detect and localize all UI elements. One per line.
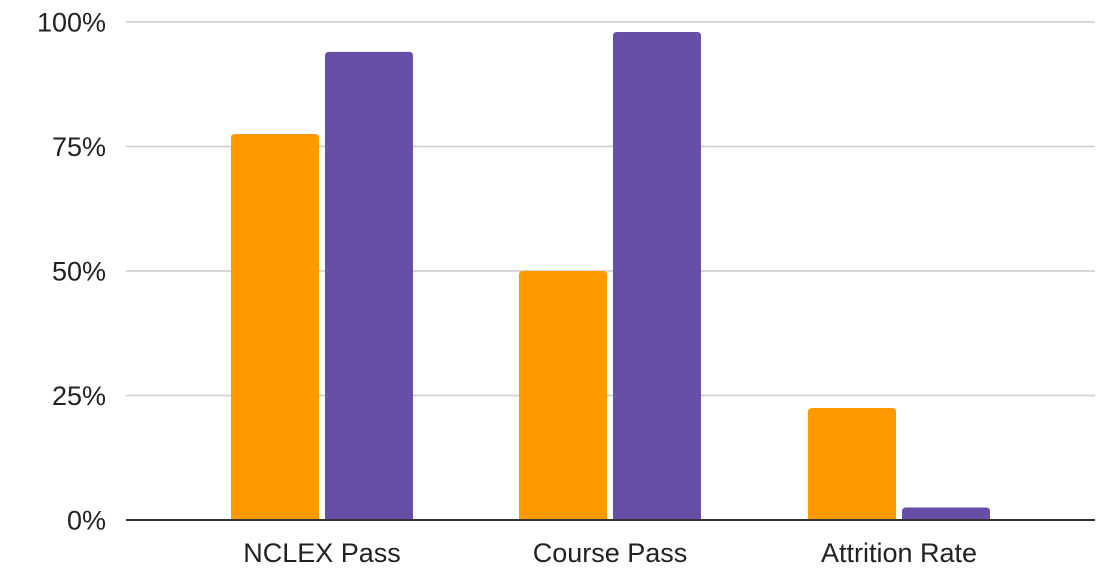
bar-course-pass-series-1: [519, 271, 607, 520]
y-tick-label: 50%: [52, 257, 106, 287]
y-tick-label: 75%: [52, 132, 106, 162]
bars: [231, 31, 990, 521]
x-category-label: Attrition Rate: [821, 538, 977, 568]
bar-attrition-rate-series-1: [808, 407, 896, 520]
bar-attrition-rate-series-2: [902, 507, 990, 520]
y-tick-label: 0%: [67, 506, 106, 536]
x-category-label: NCLEX Pass: [243, 538, 401, 568]
y-tick-label: 100%: [37, 8, 106, 38]
bar-course-pass-series-2: [613, 31, 701, 521]
bar-nclex-pass-series-2: [325, 51, 413, 520]
x-category-label: Course Pass: [533, 538, 688, 568]
y-tick-label: 25%: [52, 381, 106, 411]
x-axis-category-labels: NCLEX Pass Course Pass Attrition Rate: [243, 538, 977, 568]
bar-nclex-pass-series-1: [231, 134, 319, 521]
y-axis-tick-labels: 0% 25% 50% 75% 100%: [37, 8, 106, 536]
